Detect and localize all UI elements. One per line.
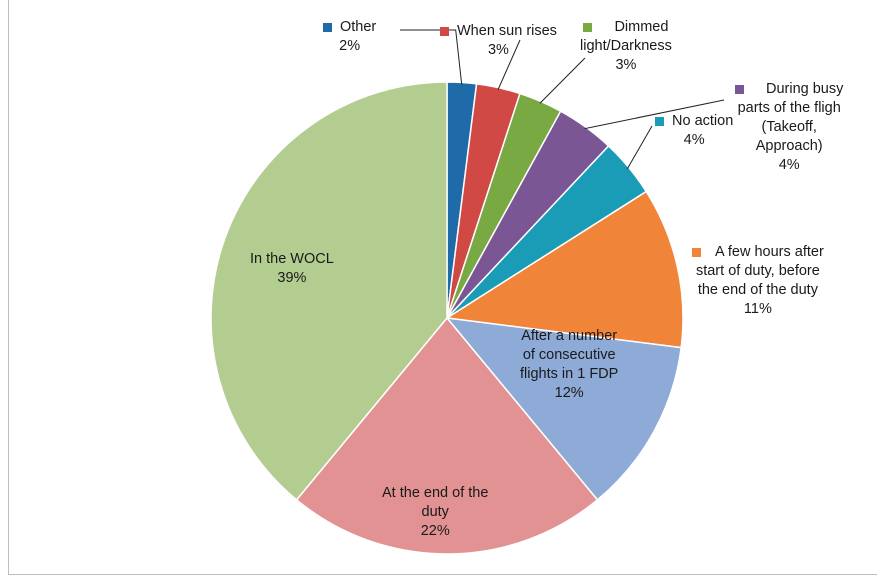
legend-key-when-sun-rises (440, 27, 449, 36)
label-busy-pct: 4% (778, 157, 800, 173)
label-few-hours: A few hours after start of duty, before … (692, 243, 824, 319)
label-consecutive-line1: After a number (521, 328, 618, 344)
label-during-busy: During busy parts of the fligh (Takeoff,… (735, 80, 843, 175)
label-few-hours-line2: start of duty, before (695, 263, 820, 279)
label-end-of-duty-pct: 22% (420, 523, 450, 539)
legend-key-other (323, 23, 332, 32)
label-wocl: In the WOCL 39% (250, 250, 334, 288)
label-wocl-pct: 39% (277, 270, 307, 286)
legend-key-few-hours (692, 248, 701, 257)
leader-line-3 (584, 99, 725, 130)
leader-line-4 (626, 125, 653, 170)
label-few-hours-pct: 11% (743, 301, 772, 317)
pie-slice-6 (445, 317, 682, 501)
label-other-name: Other (340, 19, 377, 35)
pie-slice-5 (444, 190, 684, 349)
leader-line-2 (539, 57, 586, 104)
label-busy-line1: During busy (766, 81, 844, 97)
label-other: Other 2% (323, 18, 376, 56)
label-few-hours-line3: the end of the duty (697, 282, 818, 298)
label-busy-line2: parts of the fligh (737, 100, 841, 116)
label-consecutive-line3: flights in 1 FDP (520, 366, 619, 382)
label-consecutive-line2: of consecutive (522, 347, 616, 363)
legend-key-dimmed-light (583, 23, 593, 32)
label-few-hours-line1: A few hours after (715, 244, 824, 260)
legend-key-no-action (655, 117, 664, 126)
label-consecutive-pct: 12% (554, 385, 584, 401)
label-when-sun-rises-name: When sun rises (457, 23, 557, 39)
label-consecutive-flights: After a number of consecutive flights in… (520, 327, 618, 403)
label-dimmed-pct: 3% (615, 57, 637, 73)
leader-line-1 (497, 39, 521, 90)
label-end-of-duty-line2: duty (421, 504, 449, 520)
label-dimmed-line1: Dimmed (614, 19, 669, 35)
label-other-pct: 2% (339, 38, 361, 54)
label-end-of-duty: At the end of the duty 22% (382, 484, 488, 541)
label-no-action: No action 4% (655, 112, 733, 150)
label-end-of-duty-line1: At the end of the (382, 485, 489, 501)
label-busy-line3: (Takeoff, (761, 119, 817, 135)
label-no-action-name: No action (672, 113, 734, 129)
leader-line-0 (400, 29, 463, 85)
label-busy-line4: Approach) (755, 138, 823, 154)
label-dimmed-light: Dimmed light/Darkness 3% (580, 18, 672, 75)
label-no-action-pct: 4% (683, 132, 705, 148)
pie-slice-8 (210, 81, 448, 501)
legend-key-during-busy (735, 85, 744, 94)
label-when-sun-rises-pct: 3% (487, 42, 509, 58)
label-when-sun-rises: When sun rises 3% (440, 22, 557, 60)
label-dimmed-line2: light/Darkness (580, 38, 672, 54)
label-wocl-name: In the WOCL (250, 251, 334, 267)
pie-slice-7 (295, 316, 599, 555)
